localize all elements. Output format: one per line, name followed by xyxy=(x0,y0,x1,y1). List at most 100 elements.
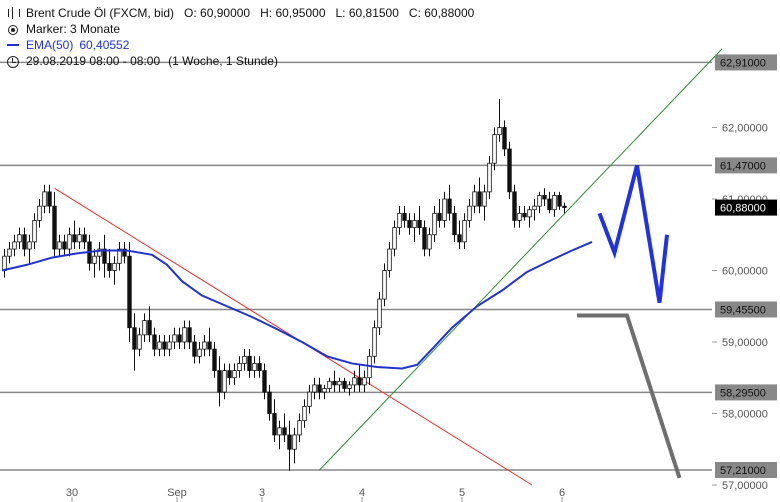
candle-56 xyxy=(282,413,287,443)
candle-92 xyxy=(462,213,467,250)
y-tick-label-1: 58,00000 xyxy=(722,409,768,421)
candle-53 xyxy=(267,384,272,421)
candle-107 xyxy=(537,191,542,214)
candle-106 xyxy=(532,199,537,221)
candle-body-43 xyxy=(217,370,222,393)
candle-83 xyxy=(417,206,422,235)
candle-29 xyxy=(147,306,152,342)
candle-body-1 xyxy=(7,248,12,257)
candle-8 xyxy=(42,184,47,214)
ema-line-icon xyxy=(6,39,20,51)
candle-68 xyxy=(342,377,347,393)
candle-51 xyxy=(257,356,262,378)
candle-33 xyxy=(167,334,172,357)
candle-body-61 xyxy=(307,391,312,407)
y-tick-label-3: 60,00000 xyxy=(722,266,768,278)
candle-21 xyxy=(107,249,112,278)
candle-31 xyxy=(157,334,162,357)
candle-body-47 xyxy=(237,363,242,372)
candle-5 xyxy=(27,234,32,264)
x-tick-label-3: 4 xyxy=(359,487,365,499)
candle-body-18 xyxy=(92,255,97,264)
candle-body-93 xyxy=(467,205,472,221)
candle-body-3 xyxy=(17,234,22,243)
candle-body-64 xyxy=(322,388,327,393)
ema-value: 60,40552 xyxy=(79,38,130,52)
uptrend-line xyxy=(319,48,723,471)
candle-body-90 xyxy=(452,212,457,236)
candle-body-36 xyxy=(182,327,187,343)
candle-body-44 xyxy=(222,370,227,393)
y-tick-label-5: 62,00000 xyxy=(722,123,768,135)
candle-104 xyxy=(522,206,527,221)
candle-69 xyxy=(347,381,352,396)
candle-body-92 xyxy=(462,220,467,243)
candle-body-54 xyxy=(272,413,277,436)
candle-24 xyxy=(122,241,127,264)
y-tick-label-0: 57,00000 xyxy=(722,480,768,492)
candle-body-33 xyxy=(167,341,172,350)
candle-96 xyxy=(482,184,487,221)
candle-102 xyxy=(512,184,517,228)
level-badge-3: 58,29500 xyxy=(715,384,777,401)
candle-body-30 xyxy=(152,334,157,350)
candle-22 xyxy=(112,256,117,285)
candle-87 xyxy=(437,199,442,228)
level-badge-label-0: 62,91000 xyxy=(720,57,766,69)
candle-body-49 xyxy=(247,355,252,371)
candle-body-77 xyxy=(387,248,392,271)
candle-body-59 xyxy=(297,420,302,436)
current-price-bg xyxy=(715,199,777,216)
level-badge-bg-3 xyxy=(715,384,777,401)
y-tick-label-2: 59,00000 xyxy=(722,337,768,349)
candle-103 xyxy=(517,206,522,228)
candle-body-86 xyxy=(432,212,437,236)
gray-path xyxy=(577,313,682,479)
candle-39 xyxy=(197,342,202,364)
candle-body-75 xyxy=(377,298,382,329)
range-label: (1 Woche, 1 Stunde) xyxy=(168,54,278,68)
candle-48 xyxy=(242,349,247,371)
candle-body-104 xyxy=(522,212,527,218)
candle-body-25 xyxy=(127,255,132,329)
candle-body-24 xyxy=(122,248,127,257)
candle-111 xyxy=(557,191,562,210)
candle-28 xyxy=(142,313,147,342)
candle-body-70 xyxy=(352,377,357,386)
candle-body-15 xyxy=(77,234,82,243)
candle-18 xyxy=(92,249,97,278)
candle-72 xyxy=(362,370,367,393)
candle-body-95 xyxy=(477,191,482,207)
candle-108 xyxy=(542,188,547,207)
candle-body-110 xyxy=(552,195,557,211)
candle-55 xyxy=(277,420,282,450)
candle-body-108 xyxy=(542,195,547,200)
candle-body-32 xyxy=(162,341,167,350)
level-badge-bg-1 xyxy=(715,157,777,174)
candle-3 xyxy=(17,227,22,250)
candle-body-100 xyxy=(502,127,507,150)
candle-109 xyxy=(547,191,552,214)
legend-row-marker: Marker: 3 Monate xyxy=(6,21,474,37)
candle-57 xyxy=(287,420,292,471)
level-badge-bg-2 xyxy=(715,301,777,318)
candle-95 xyxy=(477,177,482,214)
candle-64 xyxy=(322,384,327,400)
candle-34 xyxy=(172,327,177,350)
candle-50 xyxy=(252,356,257,378)
candle-74 xyxy=(372,320,377,364)
candle-body-112 xyxy=(562,205,567,208)
level-badge-1: 61,47000 xyxy=(715,157,777,174)
candle-body-2 xyxy=(12,241,17,250)
candle-19 xyxy=(97,241,102,271)
candle-body-66 xyxy=(332,380,337,386)
candle-38 xyxy=(192,334,197,364)
candle-body-8 xyxy=(42,191,47,207)
candle-84 xyxy=(422,220,427,257)
candle-body-67 xyxy=(337,380,342,386)
candle-body-35 xyxy=(177,334,182,343)
candle-body-38 xyxy=(192,341,197,357)
low-value: L: 60,81500 xyxy=(335,6,399,20)
candle-body-13 xyxy=(67,234,72,250)
